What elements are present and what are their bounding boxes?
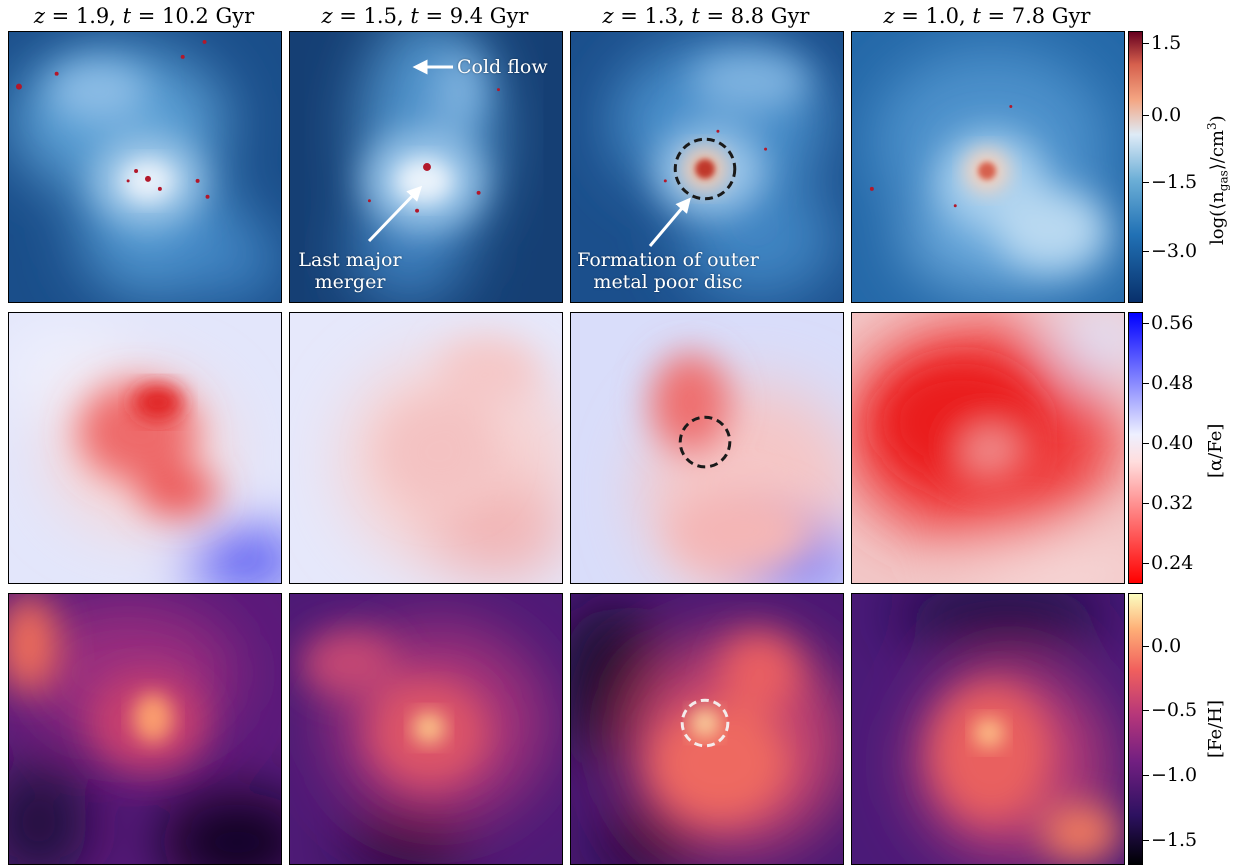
density-colorbar-label: log(⟨ngas⟩/cm3) xyxy=(1205,115,1231,245)
alpha-fe-tick-label: 0.48 xyxy=(1151,372,1194,394)
disc-highlight-circle xyxy=(678,415,732,469)
density-tick-label: 0.0 xyxy=(1151,104,1182,126)
density-panel-z1.0 xyxy=(851,31,1125,303)
alpha-fe-panel-z1.3 xyxy=(570,312,844,584)
alpha-fe-panel-z1.9 xyxy=(8,312,282,584)
density-map xyxy=(852,32,1124,302)
merger-arrow xyxy=(367,185,423,243)
fe-h-tick xyxy=(1143,775,1149,776)
cold-flow-label: Cold flow xyxy=(457,56,548,78)
fe-h-tick-label: 0.0 xyxy=(1151,635,1182,657)
alpha-fe-tick xyxy=(1143,443,1149,444)
density-panel-z1.5 xyxy=(289,31,563,303)
annotation-arrows-col2 xyxy=(367,59,453,243)
disc-arrow xyxy=(648,197,691,247)
fe-h-map xyxy=(571,594,843,864)
alpha-fe-panel-z1.5 xyxy=(289,312,563,584)
alpha-fe-colorbar xyxy=(1128,312,1143,584)
column-title-3: z = 1.3, t = 8.8 Gyr xyxy=(602,4,810,28)
fe-h-colorbar-label: [Fe/H] xyxy=(1205,700,1226,758)
fe-h-tick-label: −1.0 xyxy=(1151,764,1198,786)
density-tick xyxy=(1143,115,1149,116)
alpha-fe-map xyxy=(9,313,281,583)
fe-h-map xyxy=(290,594,562,864)
alpha-fe-tick xyxy=(1143,563,1149,564)
density-panel-z1.9 xyxy=(8,31,282,303)
disc-highlight-circle xyxy=(680,698,730,748)
fe-h-map xyxy=(9,594,281,864)
density-map xyxy=(571,32,843,302)
fe-h-panel-z1.0 xyxy=(851,593,1125,865)
alpha-fe-tick-label: 0.40 xyxy=(1151,432,1194,454)
fe-h-panel-z1.3 xyxy=(570,593,844,865)
fe-h-tick-label: −0.5 xyxy=(1151,699,1198,721)
column-title-4: z = 1.0, t = 7.8 Gyr xyxy=(883,4,1091,28)
fe-h-tick-label: −1.5 xyxy=(1151,829,1198,851)
alpha-fe-panel-z1.0 xyxy=(851,312,1125,584)
alpha-fe-tick xyxy=(1143,383,1149,384)
density-tick-label: 1.5 xyxy=(1151,32,1182,54)
alpha-fe-tick-label: 0.32 xyxy=(1151,492,1194,514)
disc-highlight-circle xyxy=(673,137,737,201)
fe-h-panel-z1.9 xyxy=(8,593,282,865)
alpha-fe-tick-label: 0.56 xyxy=(1151,312,1194,334)
density-tick xyxy=(1143,43,1149,44)
density-tick-label: −3.0 xyxy=(1151,240,1198,262)
fe-h-map xyxy=(852,594,1124,864)
fe-h-tick xyxy=(1143,840,1149,841)
density-tick-label: −1.5 xyxy=(1151,171,1198,193)
fe-h-tick xyxy=(1143,710,1149,711)
fe-h-colorbar xyxy=(1128,593,1143,865)
density-map xyxy=(290,32,562,302)
fe-h-panel-z1.5 xyxy=(289,593,563,865)
column-title-1: z = 1.9, t = 10.2 Gyr xyxy=(33,4,255,28)
alpha-fe-tick xyxy=(1143,503,1149,504)
last-major-merger-label: Last major merger xyxy=(298,249,402,293)
annotation-arrows-col3 xyxy=(648,197,691,247)
density-tick xyxy=(1143,182,1149,183)
outer-disc-label: Formation of outer metal poor disc xyxy=(577,249,759,293)
alpha-fe-tick xyxy=(1143,323,1149,324)
density-panel-z1.3 xyxy=(570,31,844,303)
density-map xyxy=(9,32,281,302)
density-colorbar xyxy=(1128,31,1143,303)
alpha-fe-colorbar-label: [α/Fe] xyxy=(1205,423,1226,478)
column-title-2: z = 1.5, t = 9.4 Gyr xyxy=(321,4,529,28)
alpha-fe-tick-label: 0.24 xyxy=(1151,552,1194,574)
alpha-fe-map xyxy=(852,313,1124,583)
alpha-fe-map xyxy=(571,313,843,583)
density-tick xyxy=(1143,251,1149,252)
fe-h-tick xyxy=(1143,646,1149,647)
alpha-fe-map xyxy=(290,313,562,583)
